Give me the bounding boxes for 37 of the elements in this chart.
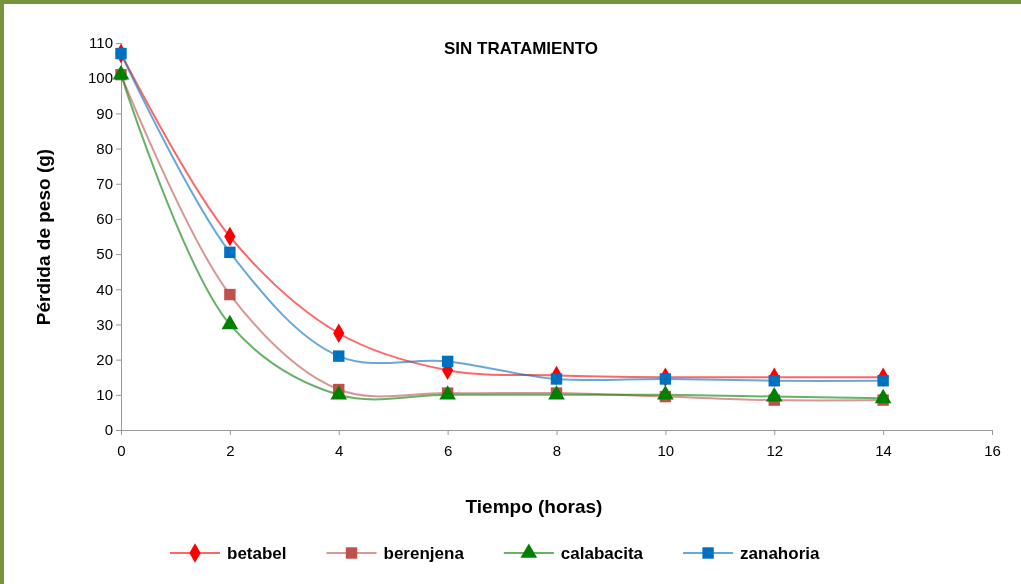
point (550, 373, 563, 385)
y-tick-label: 110 (89, 34, 113, 52)
y-tick-label: 30 (96, 315, 113, 333)
legend-label: zanahoria (740, 544, 820, 563)
chart-title: SIN TRATAMIENTO (444, 39, 598, 58)
point (224, 246, 236, 259)
x-tick-label: 10 (657, 442, 675, 459)
x-tick-label: 0 (117, 442, 126, 459)
x-tick-label: 2 (226, 442, 235, 459)
y-axis-title: Pérdida de peso (g) (33, 148, 54, 326)
y-tick-label: 40 (96, 280, 113, 298)
y-tick-label: 20 (96, 350, 113, 368)
point (333, 350, 345, 362)
y-tick-label: 100 (87, 69, 113, 87)
legend-label: calabacita (560, 544, 644, 563)
y-tick-label: 10 (96, 386, 113, 404)
legend-label: betabel (227, 544, 287, 563)
x-tick-label: 16 (984, 442, 1001, 459)
point (115, 47, 127, 60)
y-tick-label: 70 (96, 175, 113, 193)
point (441, 355, 454, 368)
y-tick-label: 0 (104, 421, 113, 439)
y-tick-label: 80 (96, 139, 113, 157)
x-tick-label: 8 (552, 442, 562, 459)
y-tick-label: 90 (96, 104, 113, 122)
y-tick-label: 60 (96, 210, 113, 228)
x-axis-title: Tiempo (horas) (465, 496, 603, 517)
point (224, 288, 236, 301)
x-tick-label: 4 (335, 442, 344, 459)
point (768, 375, 780, 387)
x-tick-label: 14 (875, 442, 892, 459)
point (877, 375, 889, 387)
legend-label: berenjena (383, 544, 465, 563)
y-tick-label: 50 (96, 245, 113, 263)
point (659, 373, 672, 385)
x-tick-label: 12 (766, 442, 784, 459)
x-tick-label: 6 (443, 442, 453, 459)
